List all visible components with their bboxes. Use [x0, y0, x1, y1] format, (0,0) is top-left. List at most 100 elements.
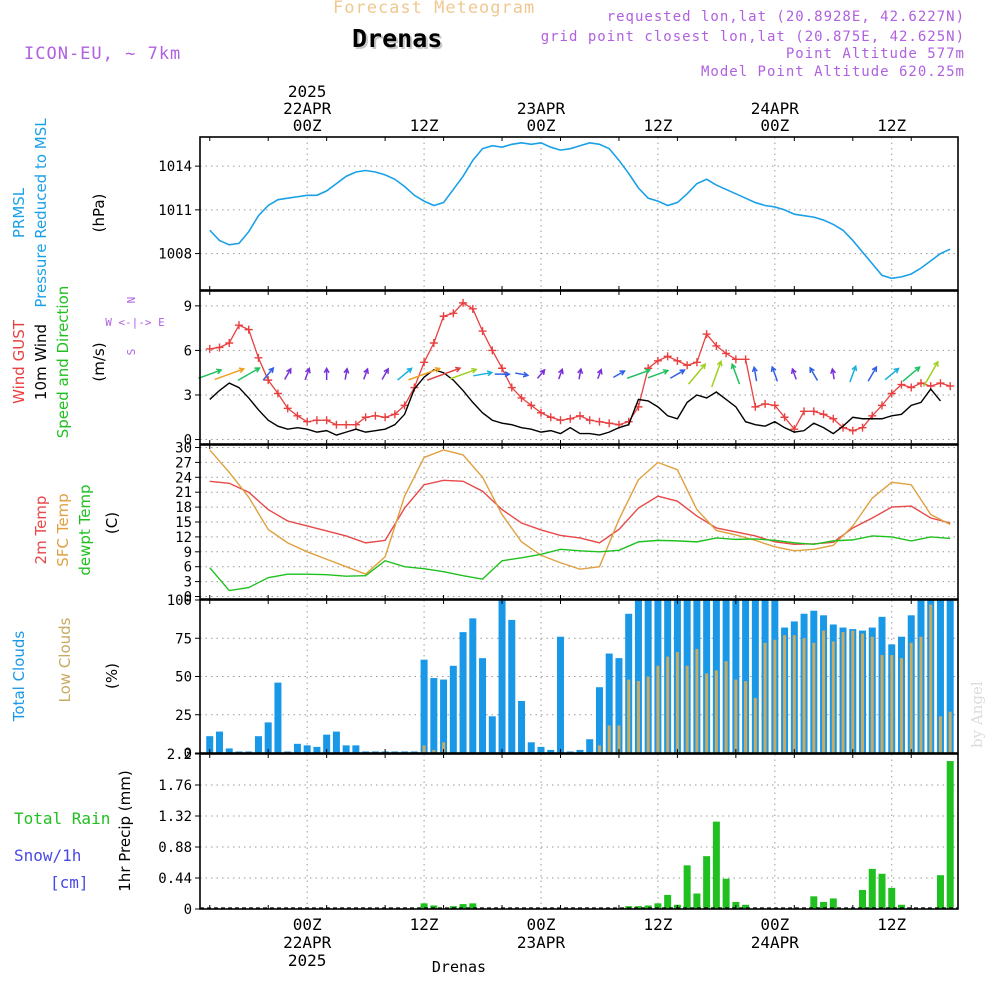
low-cloud-bar: [597, 745, 601, 753]
gust-marker: [663, 352, 672, 361]
rain-bar: [946, 761, 954, 909]
gust-marker: [342, 420, 351, 429]
wind-direction-arrow: [381, 367, 389, 380]
pressure-side-label: PRMSL: [10, 187, 28, 238]
low-cloud-bar: [899, 658, 903, 753]
rain-bar: [469, 903, 477, 909]
low-cloud-bar: [753, 697, 757, 753]
total-cloud-bar: [527, 742, 535, 753]
gust-marker: [332, 420, 341, 429]
low-cloud-bar: [442, 742, 446, 753]
wind-direction-arrow: [613, 370, 626, 379]
low-cloud-bar: [675, 652, 679, 753]
rain-bar: [420, 903, 428, 909]
total-cloud-bar: [634, 600, 642, 753]
total-cloud-bar: [440, 679, 448, 753]
gust-line: [209, 302, 951, 432]
total-cloud-bar: [459, 632, 467, 753]
y-tick-label: 15: [175, 515, 192, 531]
total-cloud-bar: [595, 687, 603, 753]
time-label-top: 00Z: [293, 116, 322, 135]
wind-direction-arrow: [669, 369, 686, 379]
time-label-top: 12Z: [643, 116, 672, 135]
low-cloud-bar: [880, 655, 884, 753]
gust-marker: [537, 408, 546, 417]
total-cloud-bar: [293, 743, 301, 753]
time-label-bottom: 12Z: [877, 915, 906, 934]
compass-west-east: W <-|-> E: [105, 316, 165, 329]
y-tick-label: 21: [175, 485, 192, 501]
wind-direction-arrow: [343, 367, 350, 380]
wind-direction-arrow: [237, 367, 261, 382]
rain-bar: [878, 873, 886, 909]
compass-south: S: [125, 349, 138, 356]
grid-point-coords: grid point closest lon,lat (20.875E, 42.…: [540, 29, 965, 45]
low-cloud-bar: [724, 661, 728, 753]
total-cloud-bar: [332, 731, 340, 753]
wind-direction-arrow: [790, 367, 797, 380]
low-cloud-bar: [617, 725, 621, 753]
gust-marker: [429, 338, 438, 347]
sfc-temp-side-label: SFC Temp: [54, 493, 72, 566]
gust-marker: [234, 321, 243, 330]
gust-marker: [585, 416, 594, 425]
time-label-bottom: 12Z: [410, 915, 439, 934]
total-cloud-bar: [732, 600, 740, 753]
low-cloud-bar: [734, 679, 738, 753]
gust-marker: [605, 419, 614, 428]
wind-unit-label: (m/s): [90, 342, 108, 381]
rain-bar: [712, 821, 720, 909]
gust-marker: [712, 341, 721, 350]
total-cloud-bar: [469, 618, 477, 753]
total-cloud-bar: [605, 653, 613, 753]
low-cloud-bar: [627, 679, 631, 753]
gust-marker: [283, 404, 292, 413]
low-cloud-bar: [938, 716, 942, 753]
dewpoint-line: [209, 535, 951, 592]
time-label-top: 2025: [288, 82, 327, 101]
wind-direction-arrow: [849, 364, 858, 383]
snow-unit-label: [cm]: [50, 873, 89, 892]
total-cloud-bar: [556, 636, 564, 753]
total-cloud-bar: [264, 722, 272, 753]
gust-marker: [575, 411, 584, 420]
low-cloud-bar: [861, 633, 865, 753]
total-cloud-bar: [254, 736, 262, 753]
gust-marker: [673, 356, 682, 365]
panel-frame: [199, 444, 959, 600]
gust-marker: [303, 417, 312, 426]
gust-marker: [254, 353, 263, 362]
panel-frame: [199, 136, 959, 291]
gust-marker: [770, 401, 779, 410]
wind-direction-arrow: [626, 368, 652, 380]
total-cloud-bar: [946, 600, 954, 753]
gust-marker: [244, 325, 253, 334]
total-cloud-bar: [586, 739, 594, 753]
temp-unit-label: (C): [103, 512, 121, 534]
time-label-top: 12Z: [877, 116, 906, 135]
gust-marker: [731, 355, 740, 364]
low-cloud-bar: [656, 665, 660, 753]
gust-marker: [420, 358, 429, 367]
y-tick-label: 27: [175, 455, 192, 471]
wind-direction-arrow: [770, 365, 779, 382]
rain-bar: [820, 901, 828, 909]
y-tick-label: 12: [175, 530, 192, 546]
gust-marker: [322, 416, 331, 425]
time-label-bottom: 00Z: [293, 915, 322, 934]
temp2m-line: [209, 479, 951, 546]
wind-direction-arrow: [408, 367, 442, 381]
total-cloud-bar: [420, 659, 428, 753]
total-cloud-bar: [498, 600, 506, 753]
gust-marker: [858, 423, 867, 432]
gust-marker: [225, 338, 234, 347]
clouds-unit-label: (%): [103, 663, 121, 689]
total-cloud-bar: [576, 749, 584, 753]
rain-side-label: Total Rain: [14, 809, 110, 828]
wind-direction-arrow: [262, 366, 275, 381]
gust-marker: [381, 413, 390, 422]
gust-marker: [692, 358, 701, 367]
low-cloud-bar: [831, 641, 835, 753]
total-cloud-bar: [313, 746, 321, 753]
